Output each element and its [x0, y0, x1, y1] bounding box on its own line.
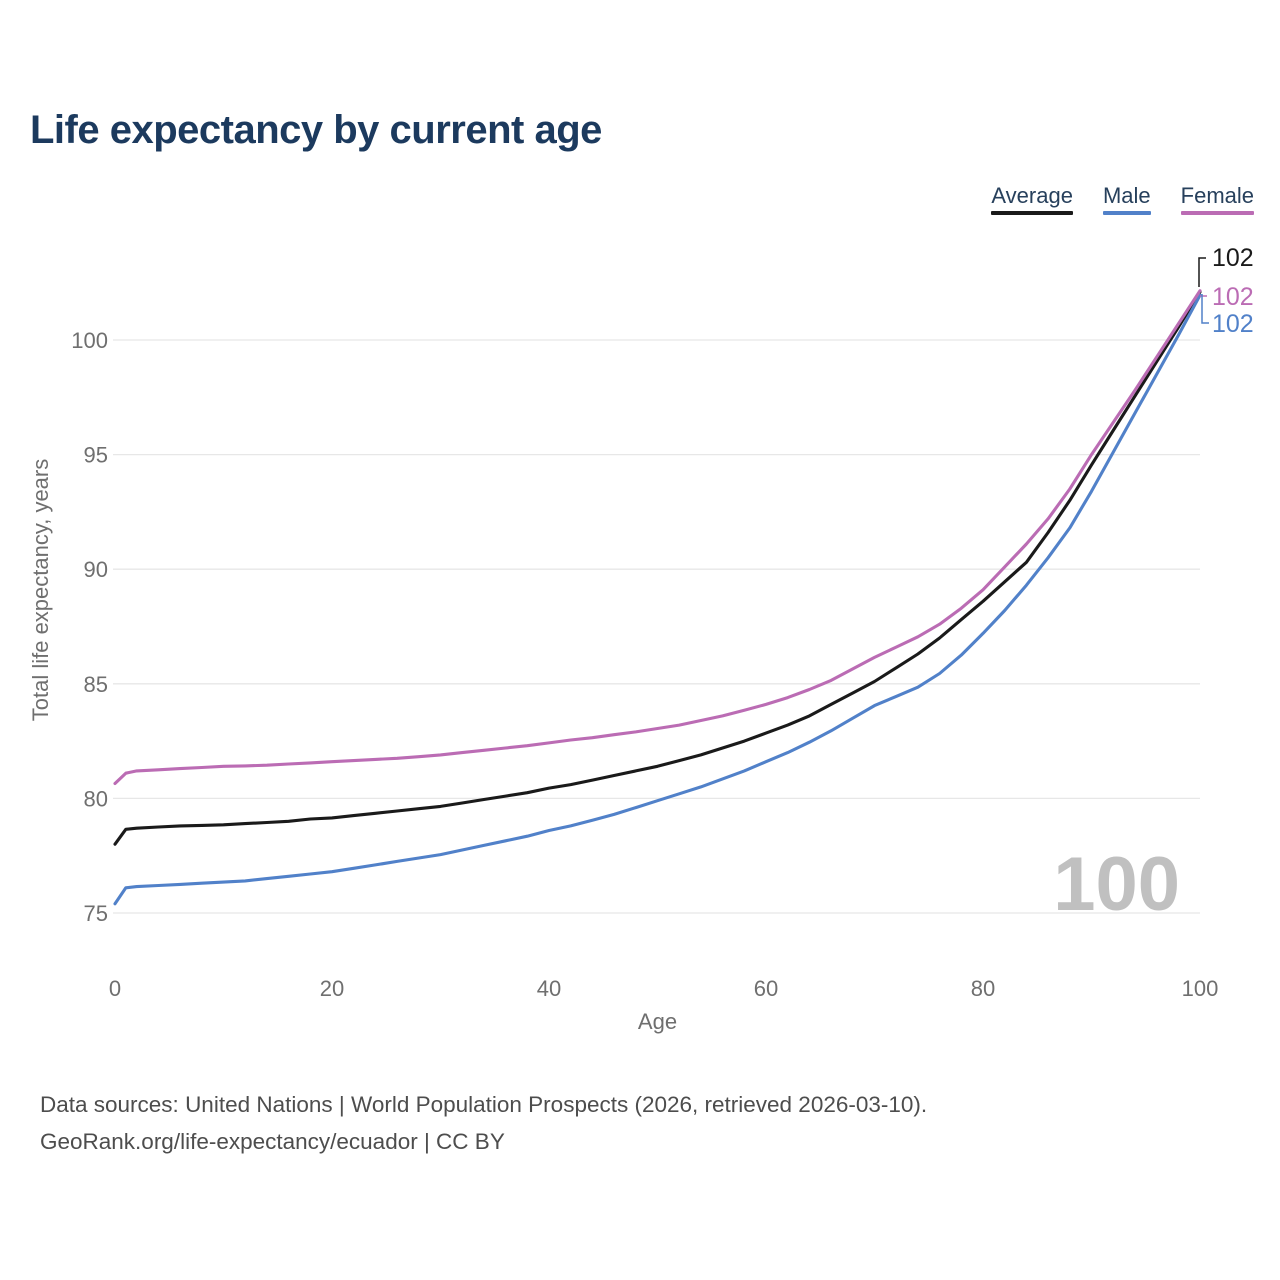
x-tick-label: 0: [109, 976, 121, 1001]
line-average: [113, 290, 1202, 846]
legend-item-female[interactable]: Female: [1180, 183, 1254, 215]
x-tick-label: 20: [320, 976, 344, 1001]
end-label-leader-male: [1201, 294, 1209, 324]
legend-color-bar: [1180, 211, 1254, 215]
legend-label: Male: [1102, 183, 1151, 208]
y-axis-title: Total life expectancy, years: [28, 459, 53, 722]
legend-item-male[interactable]: Male: [1102, 183, 1151, 215]
y-tick-label: 90: [84, 557, 108, 582]
y-tick-label: 75: [84, 901, 108, 926]
line-female: [113, 289, 1202, 786]
legend-color-bar: [1102, 211, 1151, 215]
x-tick-label: 40: [537, 976, 561, 1001]
y-tick-label: 85: [84, 672, 108, 697]
y-tick-label: 95: [84, 443, 108, 468]
x-tick-label: 80: [971, 976, 995, 1001]
footer-attribution: GeoRank.org/life-expectancy/ecuador | CC…: [40, 1129, 505, 1154]
footer-data-sources: Data sources: United Nations | World Pop…: [40, 1092, 928, 1117]
y-tick-label: 100: [71, 328, 108, 353]
end-label-average: 102: [1212, 244, 1254, 272]
x-tick-label: 60: [754, 976, 778, 1001]
legend: Average Male Female: [991, 184, 1254, 215]
legend-label: Average: [991, 183, 1073, 208]
y-tick-label: 80: [84, 786, 108, 811]
legend-color-bar: [991, 211, 1073, 215]
end-label-female: 102: [1212, 283, 1254, 311]
end-label-male: 102: [1212, 310, 1254, 338]
page-title: Life expectancy by current age: [30, 108, 602, 152]
x-axis-title: Age: [638, 1009, 677, 1034]
watermark-age-counter: 100: [1053, 842, 1180, 927]
x-tick-label: 100: [1182, 976, 1219, 1001]
legend-item-average[interactable]: Average: [991, 184, 1073, 215]
line-male: [113, 293, 1202, 906]
legend-label: Female: [1180, 183, 1254, 208]
footer: Data sources: United Nations | World Pop…: [40, 1086, 927, 1160]
end-label-leader-average: [1198, 257, 1206, 287]
